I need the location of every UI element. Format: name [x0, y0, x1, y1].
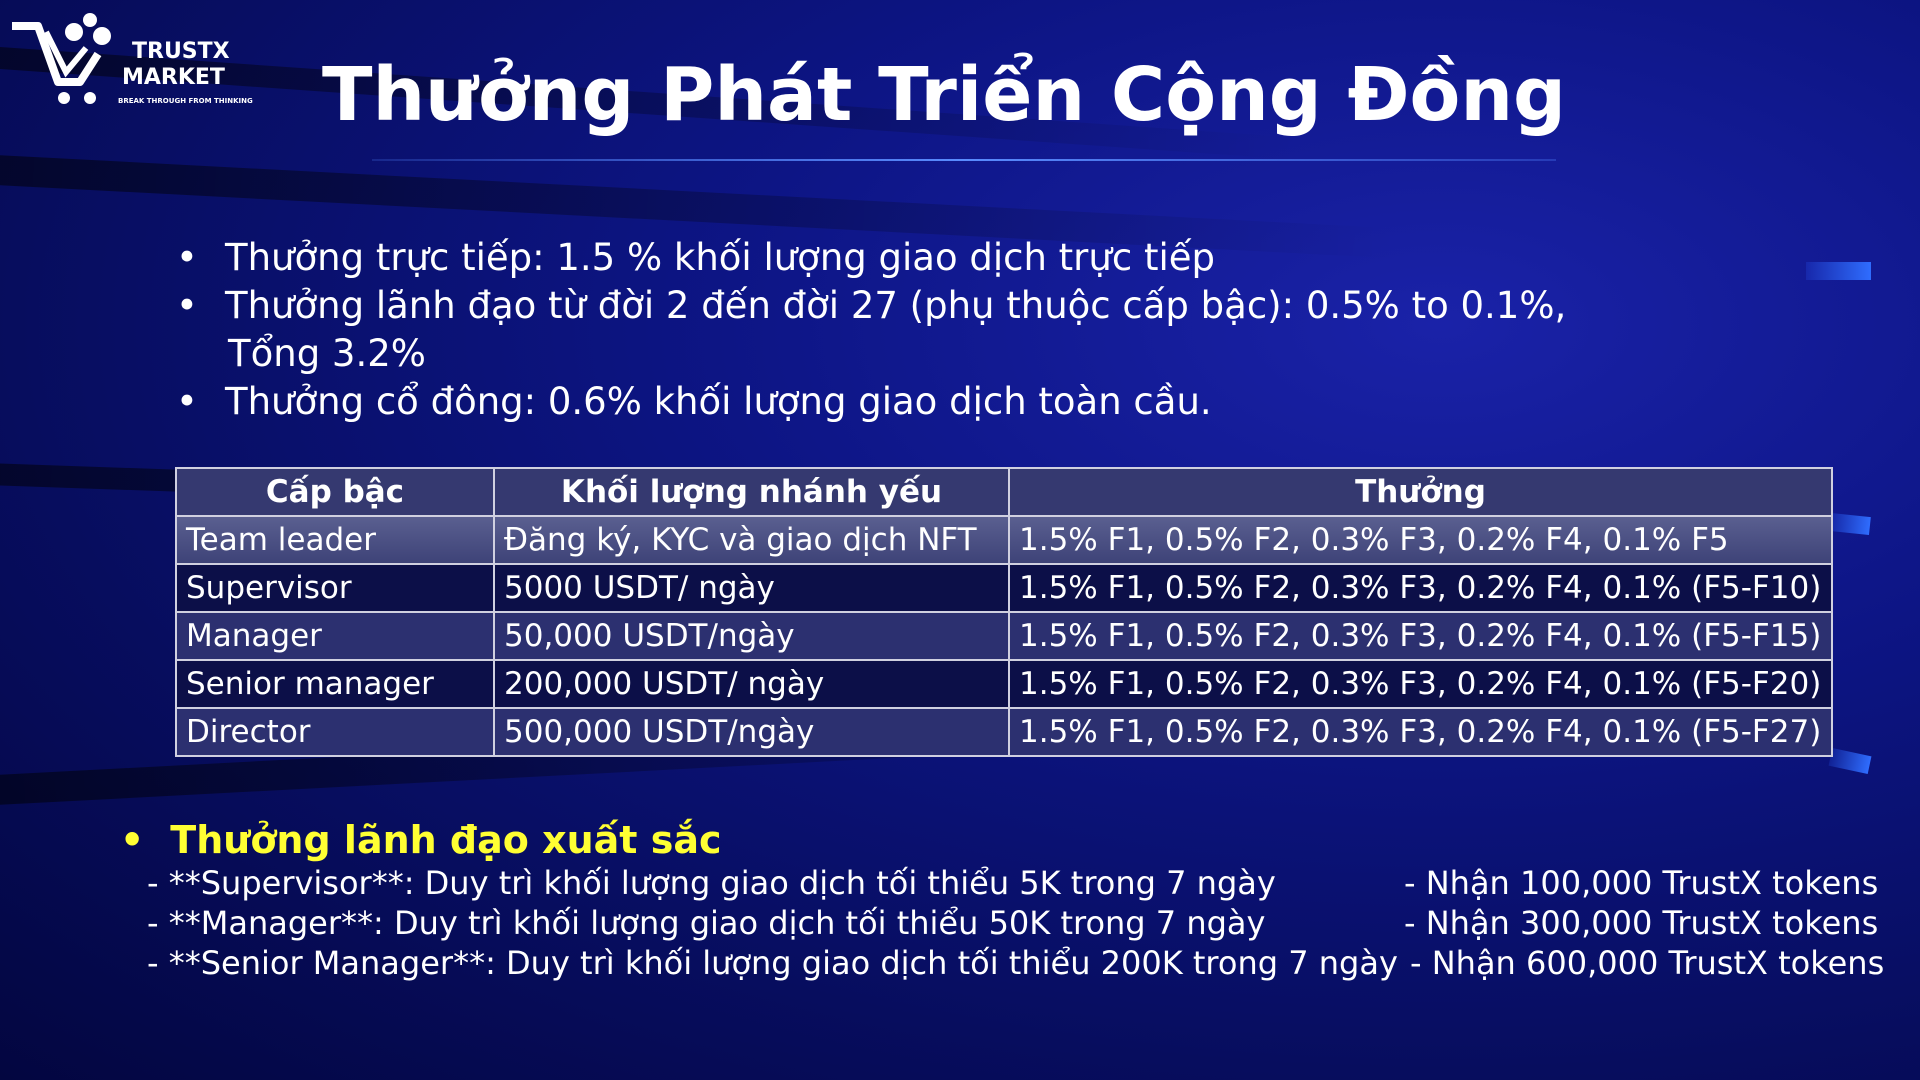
accent-bar [1806, 262, 1871, 280]
cell-rank: Manager [175, 611, 495, 661]
excellence-condition: - **Senior Manager**: Duy trì khối lượng… [147, 944, 1398, 982]
header-rank: Cấp bậc [175, 467, 495, 517]
excellence-reward: - Nhận 300,000 TrustX tokens [1404, 904, 1879, 942]
table-header-row: Cấp bậc Khối lượng nhánh yếu Thưởng [175, 467, 1833, 517]
excellence-heading: • Thưởng lãnh đạo xuất sắc [120, 818, 722, 862]
svg-text:BREAK THROUGH FROM THINKING: BREAK THROUGH FROM THINKING [118, 97, 253, 105]
cell-reward: 1.5% F1, 0.5% F2, 0.3% F3, 0.2% F4, 0.1%… [1008, 611, 1833, 661]
cell-volume: 500,000 USDT/ngày [493, 707, 1010, 757]
cell-reward: 1.5% F1, 0.5% F2, 0.3% F3, 0.2% F4, 0.1%… [1008, 515, 1833, 565]
cell-volume: Đăng ký, KYC và giao dịch NFT [493, 515, 1010, 565]
cell-rank: Senior manager [175, 659, 495, 709]
title-underline [372, 159, 1556, 161]
accent-bar [1828, 748, 1872, 774]
cell-reward: 1.5% F1, 0.5% F2, 0.3% F3, 0.2% F4, 0.1%… [1008, 659, 1833, 709]
bullet-dot: • [120, 818, 145, 862]
excellence-condition: - **Supervisor**: Duy trì khối lượng gia… [147, 864, 1276, 902]
cell-volume: 5000 USDT/ ngày [493, 563, 1010, 613]
table-row: Team leader Đăng ký, KYC và giao dịch NFT… [175, 515, 1833, 565]
rank-table: Cấp bậc Khối lượng nhánh yếu Thưởng Team… [175, 467, 1833, 757]
trustx-logo: TRUSTX MARKET BREAK THROUGH FROM THINKIN… [8, 12, 268, 112]
excellence-condition: - **Manager**: Duy trì khối lượng giao d… [147, 904, 1266, 942]
table-row: Manager 50,000 USDT/ngày 1.5% F1, 0.5% F2,… [175, 611, 1833, 661]
table-row: Director 500,000 USDT/ngày 1.5% F1, 0.5% F… [175, 707, 1833, 757]
svg-text:MARKET: MARKET [122, 65, 225, 90]
cart-icon: TRUSTX MARKET BREAK THROUGH FROM THINKIN… [12, 13, 253, 105]
header-reward: Thưởng [1008, 467, 1833, 517]
header-volume: Khối lượng nhánh yếu [493, 467, 1010, 517]
page-title: Thưởng Phát Triển Cộng Đồng [322, 52, 1566, 138]
cell-rank: Supervisor [175, 563, 495, 613]
cell-reward: 1.5% F1, 0.5% F2, 0.3% F3, 0.2% F4, 0.1%… [1008, 707, 1833, 757]
table-row: Senior manager 200,000 USDT/ ngày 1.5% F1,… [175, 659, 1833, 709]
cell-reward: 1.5% F1, 0.5% F2, 0.3% F3, 0.2% F4, 0.1%… [1008, 563, 1833, 613]
excellence-reward: - Nhận 600,000 TrustX tokens [1410, 944, 1885, 982]
cell-rank: Director [175, 707, 495, 757]
cell-rank: Team leader [175, 515, 495, 565]
excellence-reward: - Nhận 100,000 TrustX tokens [1404, 864, 1879, 902]
cell-volume: 50,000 USDT/ngày [493, 611, 1010, 661]
table-row: Supervisor 5000 USDT/ ngày 1.5% F1, 0.5% F… [175, 563, 1833, 613]
accent-bar [1829, 512, 1871, 536]
cell-volume: 200,000 USDT/ ngày [493, 659, 1010, 709]
svg-text:TRUSTX: TRUSTX [132, 39, 230, 64]
